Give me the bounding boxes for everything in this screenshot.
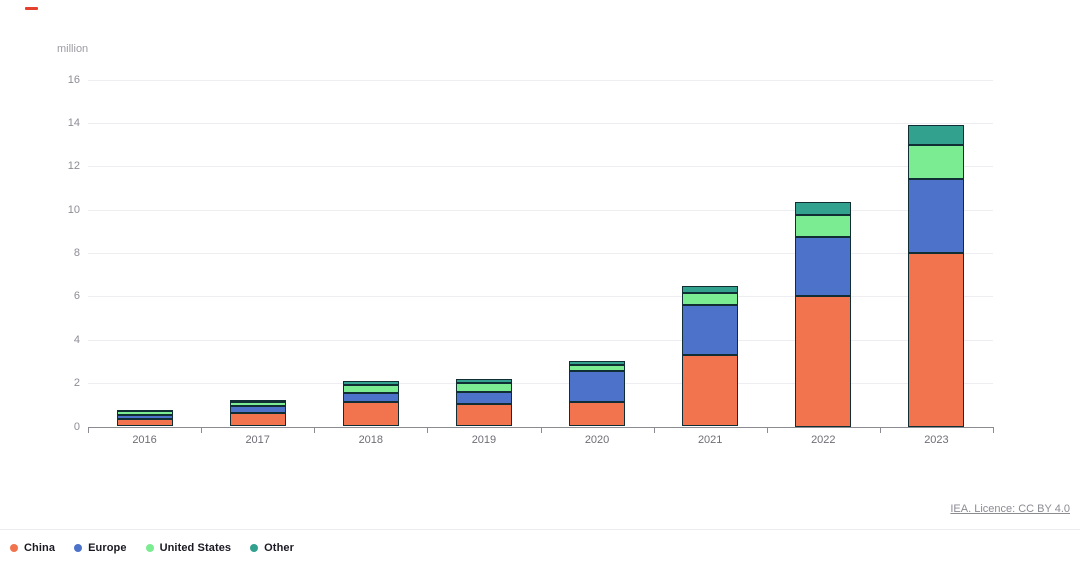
bar-segment-europe-2023[interactable] <box>908 179 965 253</box>
bar-segment-united-states-2019[interactable] <box>455 383 512 393</box>
gridline <box>88 339 993 341</box>
bar-segment-china-2016[interactable] <box>116 418 173 427</box>
legend-item-united-states[interactable]: United States <box>145 542 232 554</box>
gridline <box>88 209 993 211</box>
x-axis-tick <box>88 426 89 433</box>
gridline <box>88 166 993 168</box>
y-axis-tick-label: 4 <box>73 333 80 346</box>
gridline <box>88 383 993 385</box>
bar-segment-europe-2019[interactable] <box>455 392 512 404</box>
y-axis-unit-label: million <box>57 43 89 55</box>
x-axis-category-label: 2018 <box>358 433 384 446</box>
legend-label: Other <box>264 542 294 554</box>
bar-segment-united-states-2020[interactable] <box>569 365 626 372</box>
legend-divider <box>0 529 1080 530</box>
x-axis-tick <box>427 426 429 433</box>
x-axis-category-label: 2020 <box>584 433 610 446</box>
y-axis-tick-label: 6 <box>73 290 80 303</box>
x-axis-tick <box>540 426 542 433</box>
x-axis-tick <box>201 426 203 433</box>
bar-segment-china-2022[interactable] <box>795 296 852 427</box>
legend-dot-icon <box>250 544 259 552</box>
x-axis-tick <box>314 426 316 433</box>
bar-segment-china-2017[interactable] <box>229 412 286 427</box>
bar-segment-china-2020[interactable] <box>569 401 626 427</box>
x-axis-tick <box>879 426 881 433</box>
bar-segment-europe-2022[interactable] <box>795 236 852 297</box>
bar-segment-europe-2017[interactable] <box>229 406 286 413</box>
bar-segment-united-states-2022[interactable] <box>795 215 852 237</box>
x-axis-category-label: 2017 <box>245 433 270 446</box>
red-marker <box>25 7 38 10</box>
bar-segment-europe-2016[interactable] <box>116 414 173 419</box>
x-axis-category-label: 2016 <box>132 433 157 446</box>
legend-dot-icon <box>10 544 18 552</box>
bar-segment-united-states-2017[interactable] <box>229 402 286 407</box>
x-axis-tick <box>653 426 655 433</box>
bar-segment-europe-2018[interactable] <box>342 392 399 402</box>
gridline <box>88 122 993 124</box>
gridline <box>88 296 993 298</box>
x-axis-tick <box>993 426 994 433</box>
y-axis-tick-label: 10 <box>67 203 80 216</box>
legend-dot-icon <box>74 544 83 552</box>
y-axis-tick-label: 12 <box>67 160 80 173</box>
bar-segment-china-2018[interactable] <box>342 401 399 427</box>
legend-label: Europe <box>88 542 127 554</box>
legend-item-china[interactable]: China <box>10 542 55 554</box>
bar-segment-other-2016[interactable] <box>116 409 173 412</box>
x-axis-category-label: 2021 <box>697 433 723 446</box>
bar-segment-other-2023[interactable] <box>908 125 965 145</box>
y-axis-tick-label: 8 <box>73 247 80 259</box>
legend-item-europe[interactable]: Europe <box>74 542 127 554</box>
bar-segment-other-2020[interactable] <box>569 361 626 366</box>
y-axis-tick-label: 16 <box>67 73 80 86</box>
bar-segment-united-states-2018[interactable] <box>342 384 399 393</box>
gridline <box>88 253 993 254</box>
bar-segment-united-states-2021[interactable] <box>682 293 739 306</box>
stacked-bar-chart: 0 2 4 6 8 10 12 14 16 2016 2017 2018 2019 2020 2021 202… <box>67 73 994 446</box>
x-axis-category-label: 2022 <box>811 433 836 446</box>
bar-segment-other-2019[interactable] <box>455 379 512 384</box>
chart-legend: China Europe United States Other <box>10 540 294 556</box>
y-axis-tick-label: 14 <box>67 116 80 129</box>
bar-segment-united-states-2023[interactable] <box>908 144 965 180</box>
bar-segment-china-2021[interactable] <box>682 354 739 427</box>
bar-segment-other-2017[interactable] <box>229 400 286 403</box>
bar-segment-other-2021[interactable] <box>682 285 739 294</box>
bar-segment-other-2018[interactable] <box>342 380 399 385</box>
x-axis-category-label: 2019 <box>471 433 497 446</box>
gridline <box>88 79 993 81</box>
y-axis-tick-label: 2 <box>73 377 80 390</box>
legend-item-other[interactable]: Other <box>250 542 294 554</box>
y-axis-tick-label: 0 <box>73 420 80 433</box>
legend-dot-icon <box>145 544 154 552</box>
x-axis-tick <box>766 426 768 433</box>
iea-licence-link[interactable]: IEA. Licence: CC BY 4.0 <box>950 503 1070 515</box>
legend-label: United States <box>159 542 232 554</box>
bar-segment-china-2023[interactable] <box>908 253 965 427</box>
bar-segment-other-2022[interactable] <box>795 201 852 216</box>
bar-segment-europe-2021[interactable] <box>682 305 739 355</box>
bar-segment-china-2019[interactable] <box>455 403 512 427</box>
legend-label: China <box>24 542 56 554</box>
bar-segment-europe-2020[interactable] <box>569 371 626 402</box>
x-axis-category-label: 2023 <box>924 433 949 446</box>
